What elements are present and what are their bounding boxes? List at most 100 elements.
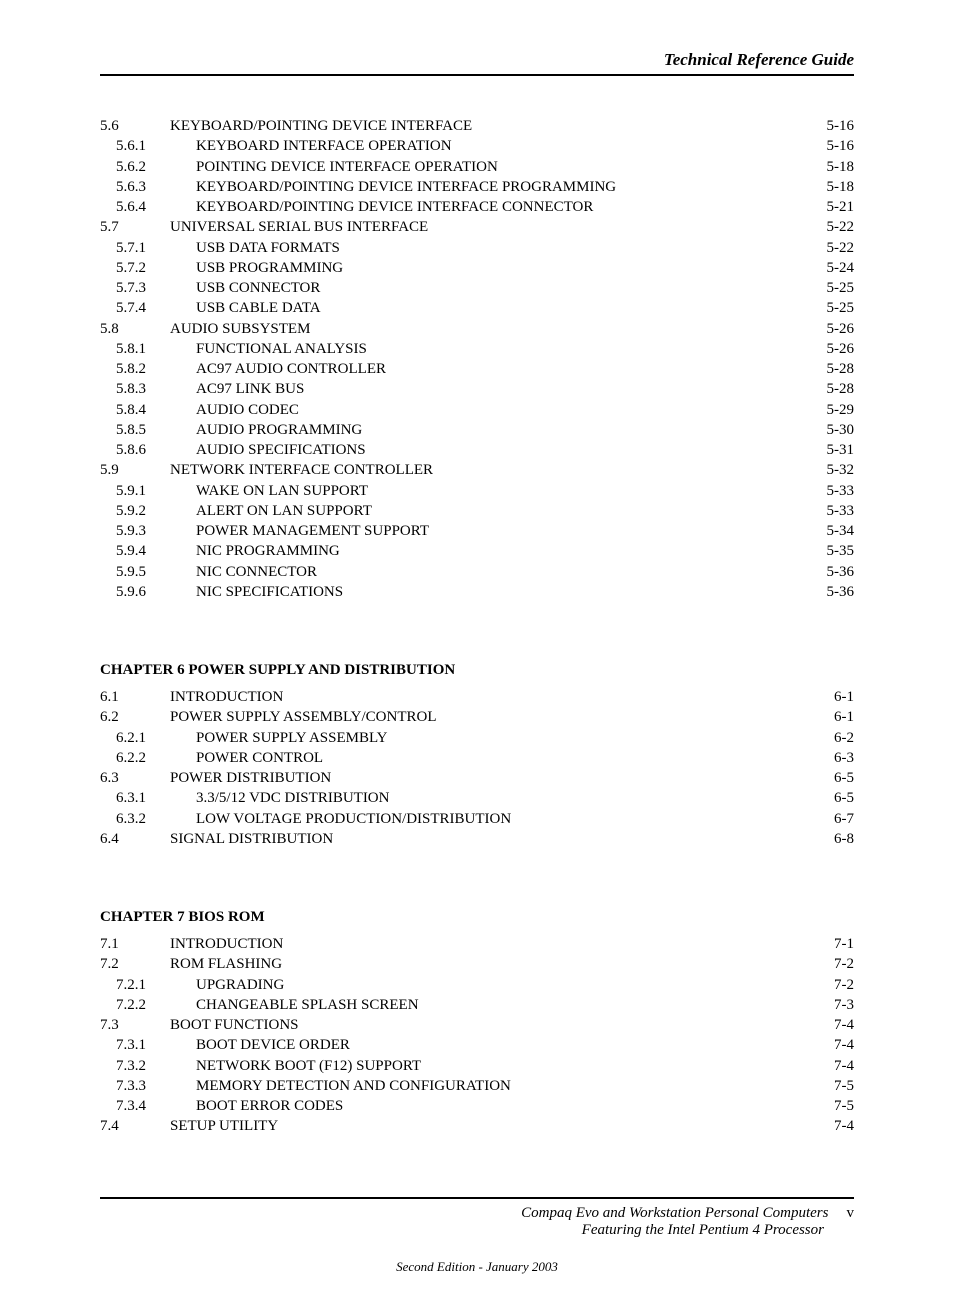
toc-entry: 7.3.1BOOT DEVICE ORDER 7-4 <box>100 1035 854 1055</box>
toc-entry-title: BOOT FUNCTIONS <box>170 1015 299 1035</box>
toc-entry: 6.3.2LOW VOLTAGE PRODUCTION/DISTRIBUTION… <box>100 809 854 829</box>
chapter7-heading-text: CHAPTER 7 BIOS ROM <box>100 909 265 926</box>
toc-entry-title: USB CONNECTOR <box>196 278 320 298</box>
toc-entry-number: 6.4 <box>100 829 170 849</box>
toc-entry-number: 7.3.4 <box>116 1096 196 1116</box>
toc-entry: 6.2.2POWER CONTROL 6-3 <box>100 748 854 768</box>
toc-entry: 5.7.3USB CONNECTOR 5-25 <box>100 278 854 298</box>
toc-entry-title: NETWORK INTERFACE CONTROLLER <box>170 460 433 480</box>
toc-entry-number: 5.6.1 <box>116 136 196 156</box>
toc-entry: 7.4SETUP UTILITY 7-4 <box>100 1116 854 1136</box>
toc-entry-title: AC97 AUDIO CONTROLLER <box>196 359 386 379</box>
toc-entry-page: 7-4 <box>830 1035 854 1055</box>
toc-entry-number: 6.3.2 <box>116 809 196 829</box>
toc-entry-page: 6-3 <box>830 748 854 768</box>
toc-entry-title: BOOT ERROR CODES <box>196 1096 343 1116</box>
chapter6-heading-text: CHAPTER 6 POWER SUPPLY AND DISTRIBUTION <box>100 662 455 679</box>
toc-entry-number: 5.6 <box>100 116 170 136</box>
toc-chapter5-continued: 5.6KEYBOARD/POINTING DEVICE INTERFACE 5-… <box>100 116 854 602</box>
toc-entry-page: 5-16 <box>823 116 855 136</box>
toc-entry-number: 5.7.4 <box>116 298 196 318</box>
toc-entry-page: 5-21 <box>823 197 855 217</box>
toc-entry-page: 5-26 <box>823 319 855 339</box>
toc-entry-page: 5-22 <box>823 217 855 237</box>
toc-entry: 7.2.1UPGRADING 7-2 <box>100 975 854 995</box>
toc-entry: 5.8.1FUNCTIONAL ANALYSIS 5-26 <box>100 339 854 359</box>
toc-entry-title: USB CABLE DATA <box>196 298 321 318</box>
toc-entry-title: LOW VOLTAGE PRODUCTION/DISTRIBUTION <box>196 809 511 829</box>
toc-entry: 5.9.4NIC PROGRAMMING 5-35 <box>100 541 854 561</box>
toc-entry: 5.8.6AUDIO SPECIFICATIONS 5-31 <box>100 440 854 460</box>
toc-entry-number: 7.3.3 <box>116 1076 196 1096</box>
toc-entry-page: 7-2 <box>830 975 854 995</box>
toc-entry: 5.7.1USB DATA FORMATS 5-22 <box>100 238 854 258</box>
toc-entry-title: USB PROGRAMMING <box>196 258 343 278</box>
toc-entry-title: CHANGEABLE SPLASH SCREEN <box>196 995 419 1015</box>
toc-entry: 5.7UNIVERSAL SERIAL BUS INTERFACE 5-22 <box>100 217 854 237</box>
toc-entry: 5.6KEYBOARD/POINTING DEVICE INTERFACE 5-… <box>100 116 854 136</box>
toc-entry-number: 6.2.2 <box>116 748 196 768</box>
toc-entry: 5.9NETWORK INTERFACE CONTROLLER 5-32 <box>100 460 854 480</box>
toc-entry: 5.7.4USB CABLE DATA 5-25 <box>100 298 854 318</box>
toc-entry: 5.9.1WAKE ON LAN SUPPORT 5-33 <box>100 481 854 501</box>
toc-entry-title: UPGRADING <box>196 975 284 995</box>
toc-entry-number: 6.1 <box>100 687 170 707</box>
toc-entry-title: NIC CONNECTOR <box>196 562 317 582</box>
toc-entry: 7.2.2CHANGEABLE SPLASH SCREEN 7-3 <box>100 995 854 1015</box>
toc-entry: 5.9.3POWER MANAGEMENT SUPPORT 5-34 <box>100 521 854 541</box>
toc-entry-page: 6-5 <box>830 788 854 808</box>
toc-entry-number: 7.2.1 <box>116 975 196 995</box>
toc-entry-title: AUDIO PROGRAMMING <box>196 420 362 440</box>
toc-entry-page: 6-1 <box>830 687 854 707</box>
toc-entry-title: WAKE ON LAN SUPPORT <box>196 481 368 501</box>
toc-entry: 5.8.5AUDIO PROGRAMMING 5-30 <box>100 420 854 440</box>
toc-entry-page: 6-5 <box>830 768 854 788</box>
toc-entry-title: POWER DISTRIBUTION <box>170 768 331 788</box>
toc-entry-page: 6-2 <box>830 728 854 748</box>
toc-entry-page: 5-16 <box>823 136 855 156</box>
toc-entry-page: 5-28 <box>823 379 855 399</box>
chapter6-entries: 6.1INTRODUCTION 6-16.2POWER SUPPLY ASSEM… <box>100 687 854 849</box>
toc-entry-title: INTRODUCTION <box>170 687 283 707</box>
toc-entry: 7.3.2NETWORK BOOT (F12) SUPPORT 7-4 <box>100 1056 854 1076</box>
toc-entry-title: KEYBOARD/POINTING DEVICE INTERFACE CONNE… <box>196 197 593 217</box>
page: Technical Reference Guide 5.6KEYBOARD/PO… <box>0 0 954 1315</box>
toc-entry: 5.6.4KEYBOARD/POINTING DEVICE INTERFACE … <box>100 197 854 217</box>
toc-entry-number: 5.7 <box>100 217 170 237</box>
toc-entry-title: BOOT DEVICE ORDER <box>196 1035 350 1055</box>
chapter7-heading: CHAPTER 7 BIOS ROM <box>100 909 854 926</box>
toc-entry-page: 5-31 <box>823 440 855 460</box>
toc-entry-title: SETUP UTILITY <box>170 1116 278 1136</box>
toc-entry: 5.9.2ALERT ON LAN SUPPORT 5-33 <box>100 501 854 521</box>
toc-entry-page: 5-36 <box>823 582 855 602</box>
toc-entry-title: AUDIO SPECIFICATIONS <box>196 440 366 460</box>
toc-entry-number: 5.8.2 <box>116 359 196 379</box>
toc-entry-number: 5.9 <box>100 460 170 480</box>
toc-entry: 6.3.13.3/5/12 VDC DISTRIBUTION 6-5 <box>100 788 854 808</box>
toc-entry-page: 5-18 <box>823 177 855 197</box>
toc-entry-title: POWER SUPPLY ASSEMBLY/CONTROL <box>170 707 436 727</box>
toc-entry-page: 6-8 <box>830 829 854 849</box>
toc-entry-title: POWER SUPPLY ASSEMBLY <box>196 728 387 748</box>
toc-entry-page: 7-3 <box>830 995 854 1015</box>
toc-entry-page: 5-25 <box>823 298 855 318</box>
toc-entry-page: 6-1 <box>830 707 854 727</box>
toc-entry-title: AUDIO SUBSYSTEM <box>170 319 310 339</box>
toc-entry: 6.3POWER DISTRIBUTION 6-5 <box>100 768 854 788</box>
toc-entry-page: 5-22 <box>823 238 855 258</box>
chapter7-entries: 7.1INTRODUCTION 7-17.2ROM FLASHING 7-27.… <box>100 934 854 1137</box>
toc-entry-page: 7-2 <box>830 954 854 974</box>
toc-entry-number: 5.9.4 <box>116 541 196 561</box>
toc-entry: 5.7.2USB PROGRAMMING 5-24 <box>100 258 854 278</box>
toc-entry-title: ROM FLASHING <box>170 954 282 974</box>
toc-entry-number: 5.7.3 <box>116 278 196 298</box>
toc-entry-title: AC97 LINK BUS <box>196 379 304 399</box>
toc-entry-number: 6.2 <box>100 707 170 727</box>
footer-line1-row: Compaq Evo and Workstation Personal Comp… <box>100 1205 854 1222</box>
toc-entry: 5.6.2POINTING DEVICE INTERFACE OPERATION… <box>100 157 854 177</box>
footer-line1: Compaq Evo and Workstation Personal Comp… <box>521 1205 828 1222</box>
toc-entry-page: 7-1 <box>830 934 854 954</box>
toc-entry-page: 7-5 <box>830 1096 854 1116</box>
toc-entry-title: NETWORK BOOT (F12) SUPPORT <box>196 1056 421 1076</box>
toc-entry-number: 5.8.1 <box>116 339 196 359</box>
